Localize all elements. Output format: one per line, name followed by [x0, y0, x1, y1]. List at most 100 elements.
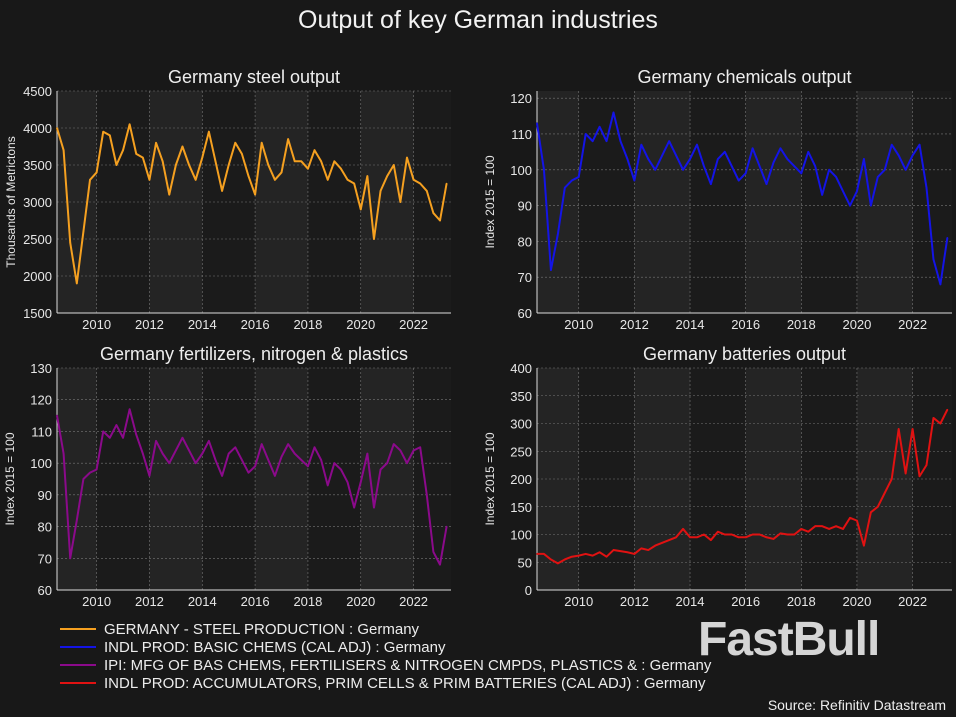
data-point: [386, 462, 388, 464]
y-tick-label: 80: [518, 234, 532, 249]
data-point: [320, 459, 322, 461]
y-tick-label: 150: [510, 500, 532, 515]
plot-band: [537, 91, 579, 313]
data-point: [640, 143, 643, 146]
x-tick-label: 2018: [787, 594, 816, 609]
data-point: [612, 549, 615, 551]
data-point: [359, 481, 362, 483]
x-tick-label: 2012: [620, 317, 649, 332]
data-point: [69, 241, 72, 244]
x-tick-label: 2014: [676, 317, 705, 332]
series-line: [56, 123, 448, 285]
data-point: [723, 151, 726, 153]
data-point: [647, 158, 650, 160]
data-point: [62, 149, 65, 151]
data-point: [221, 190, 223, 192]
data-point: [918, 475, 921, 478]
x-tick-label: 2010: [82, 317, 111, 332]
data-point: [842, 190, 844, 193]
data-point: [386, 175, 388, 177]
data-point: [89, 179, 91, 181]
y-axis-label: Index 2015 = 100: [483, 155, 497, 248]
y-tick-label: 80: [38, 520, 52, 535]
data-point: [584, 133, 587, 135]
data-point: [333, 160, 336, 163]
data-point: [419, 182, 421, 185]
data-point: [227, 452, 230, 455]
legend-entry-steel: GERMANY - STEEL PRODUCTION : Germany: [60, 620, 711, 638]
y-tick-label: 60: [518, 306, 532, 321]
data-point: [379, 190, 382, 192]
data-point: [300, 160, 303, 163]
data-point: [696, 536, 698, 539]
chart-batteries: 0 50 100 150 200 250 300 350 400 2010 2012 2014 2016…: [483, 344, 952, 609]
data-point: [918, 143, 921, 146]
data-point: [313, 149, 316, 151]
data-point: [194, 462, 197, 464]
data-point: [267, 459, 270, 461]
data-point: [668, 140, 670, 142]
x-tick-label: 2022: [898, 594, 927, 609]
chart-steel: 1500 2000 2500 3000 3500 4000 4500 2010 2012 2014…: [4, 67, 451, 332]
data-point: [779, 147, 782, 150]
data-point: [241, 153, 243, 155]
data-point: [751, 147, 754, 150]
data-point: [814, 165, 817, 167]
x-tick-label: 2022: [898, 317, 927, 332]
data-point: [56, 127, 58, 129]
data-point: [221, 475, 223, 477]
data-point: [280, 171, 283, 174]
y-tick-label: 110: [511, 127, 532, 142]
chart-title: Germany fertilizers, nitrogen & plastics: [100, 344, 408, 364]
data-point: [744, 172, 747, 175]
data-point: [682, 168, 684, 171]
data-point: [439, 563, 441, 566]
data-point: [260, 142, 263, 144]
data-point: [267, 164, 270, 166]
data-point: [379, 468, 382, 471]
data-point: [856, 190, 858, 193]
y-tick-label: 90: [518, 199, 532, 214]
y-tick-label: 3000: [23, 195, 52, 210]
data-point: [807, 530, 810, 533]
data-point: [828, 528, 830, 530]
data-point: [911, 154, 914, 157]
y-tick-label: 2000: [23, 269, 52, 284]
x-tick-label: 2012: [620, 594, 649, 609]
data-point: [703, 165, 705, 167]
data-point: [392, 443, 395, 445]
fastbull-watermark: FastBull: [698, 613, 880, 666]
data-point: [897, 428, 900, 430]
plot-band: [149, 368, 203, 590]
data-point: [260, 443, 263, 445]
data-point: [445, 182, 448, 185]
data-point: [168, 462, 171, 464]
data-point: [800, 528, 803, 530]
data-point: [293, 160, 296, 163]
data-point: [188, 449, 190, 452]
x-tick-label: 2018: [293, 594, 322, 609]
y-tick-label: 250: [510, 444, 532, 459]
data-point: [333, 462, 336, 464]
y-tick-label: 100: [510, 163, 532, 178]
plot-band: [255, 368, 308, 590]
data-point: [247, 471, 250, 474]
data-point: [654, 544, 657, 547]
x-tick-label: 2010: [564, 594, 593, 609]
data-point: [254, 193, 256, 196]
data-point: [280, 456, 283, 458]
data-point: [710, 539, 712, 541]
x-tick-label: 2020: [842, 594, 871, 609]
x-tick-label: 2018: [293, 317, 322, 332]
x-tick-label: 2012: [135, 317, 164, 332]
data-point: [821, 525, 823, 527]
legend-swatch: [60, 628, 96, 630]
data-point: [82, 478, 85, 480]
data-point: [155, 142, 157, 144]
data-point: [633, 553, 636, 555]
data-point: [128, 408, 131, 411]
data-point: [536, 122, 538, 125]
data-point: [557, 562, 559, 565]
x-tick-label: 2022: [399, 317, 428, 332]
